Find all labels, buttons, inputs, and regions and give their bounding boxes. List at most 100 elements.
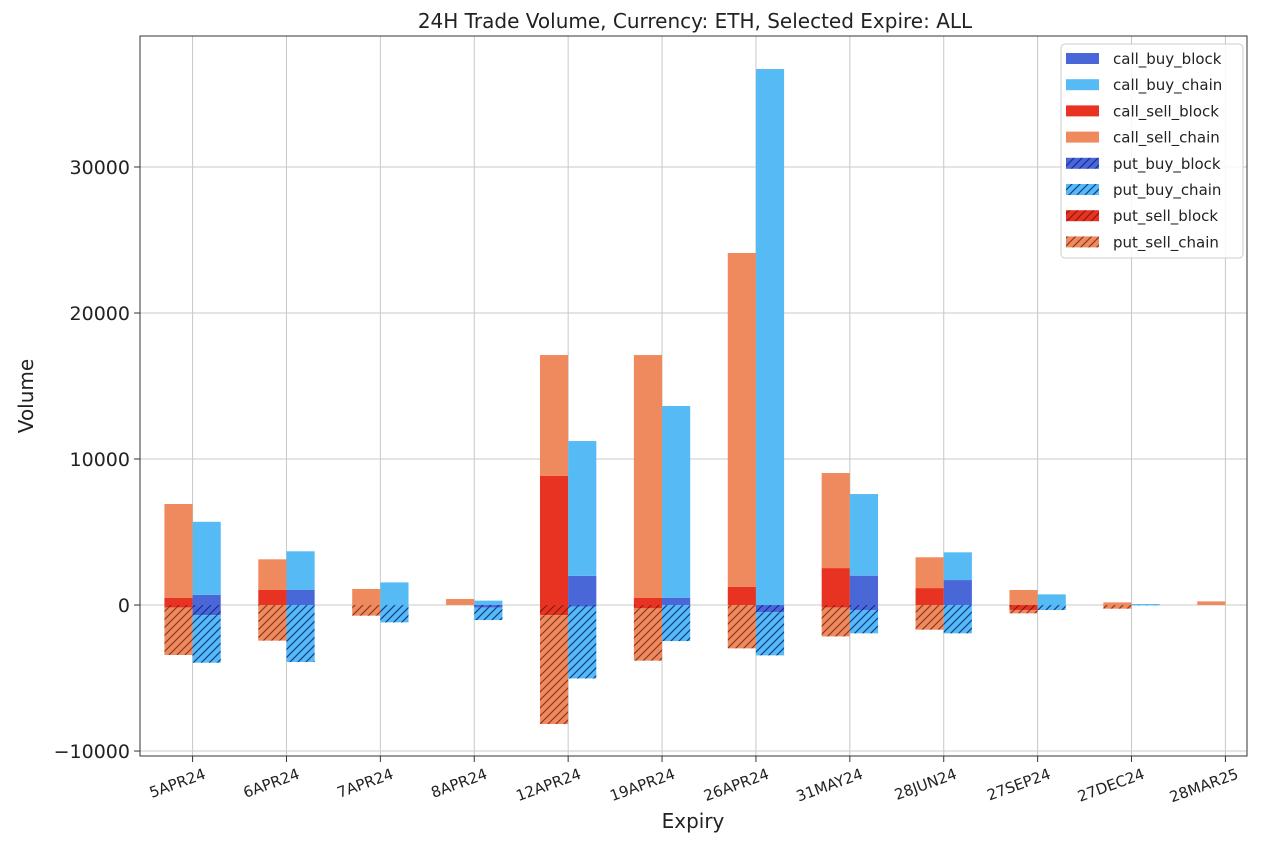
bar-call_buy_chain-19APR24 (662, 406, 690, 598)
bar-put_sell_block-5APR24 (164, 605, 192, 608)
bar-call_sell_chain-7APR24 (352, 589, 380, 605)
legend-label: call_buy_chain (1113, 76, 1222, 95)
bar-put_buy_block-8APR24 (474, 605, 502, 608)
legend-swatch (1066, 158, 1099, 169)
legend-swatch (1066, 184, 1099, 195)
bar-put_sell_chain-12APR24 (540, 615, 568, 724)
bar-put_sell_block-31MAY24 (822, 605, 850, 608)
bar-put_buy_chain-8APR24 (474, 608, 502, 620)
bar-call_sell_chain-5APR24 (164, 504, 192, 598)
bar-put_buy_block-12APR24 (568, 605, 596, 606)
x-tick-label: 7APR24 (335, 765, 396, 802)
legend-label: call_buy_block (1113, 50, 1222, 69)
bar-put_sell_block-12APR24 (540, 605, 568, 615)
bar-call_buy_block-31MAY24 (850, 576, 878, 605)
x-tick-label: 8APR24 (429, 765, 490, 802)
bar-call_buy_chain-27DEC24 (1132, 604, 1160, 605)
bar-put_sell_chain-28JUN24 (916, 605, 944, 630)
x-axis-label: Expiry (662, 809, 725, 833)
y-ticks: −10000 0 10000 20000 30000 (54, 157, 140, 763)
bar-call_sell_chain-8APR24 (446, 599, 474, 605)
legend: call_buy_block call_buy_chain call_sell_bl… (1061, 44, 1243, 258)
x-tick-label: 27DEC24 (1075, 765, 1147, 806)
bar-call_sell_block-28JUN24 (916, 588, 944, 605)
bar-call_sell_block-5APR24 (164, 598, 192, 605)
bar-call_buy_block-5APR24 (193, 595, 221, 605)
bar-call_sell_chain-12APR24 (540, 355, 568, 476)
bar-call_buy_chain-12APR24 (568, 441, 596, 576)
x-tick-label: 6APR24 (241, 765, 302, 802)
x-tick-label: 12APR24 (514, 765, 584, 805)
legend-label: put_sell_chain (1113, 233, 1219, 252)
bar-call_buy_block-6APR24 (286, 590, 314, 605)
bar-put_sell_chain-7APR24 (352, 605, 380, 616)
x-tick-label: 28MAR25 (1167, 765, 1241, 806)
legend-label: put_sell_block (1113, 207, 1218, 226)
legend-swatch (1066, 236, 1099, 247)
bar-put_buy_block-26APR24 (756, 605, 784, 612)
bar-call_sell_chain-26APR24 (728, 253, 756, 587)
bar-call_buy_chain-26APR24 (756, 69, 784, 605)
chart-title: 24H Trade Volume, Currency: ETH, Selecte… (418, 9, 973, 33)
bar-call_buy_block-28JUN24 (944, 580, 972, 605)
bar-call_buy_chain-8APR24 (474, 601, 502, 605)
bar-call_buy_chain-7APR24 (380, 582, 408, 605)
bar-put_buy_chain-26APR24 (756, 612, 784, 655)
bar-call_sell_chain-6APR24 (258, 559, 286, 590)
bar-put_buy_chain-19APR24 (662, 605, 690, 641)
bar-call_buy_chain-28JUN24 (944, 552, 972, 580)
bar-put_buy_chain-31MAY24 (850, 610, 878, 633)
bar-call_sell_block-26APR24 (728, 587, 756, 605)
bar-put_sell_block-27SEP24 (1009, 605, 1037, 610)
legend-label: call_sell_block (1113, 102, 1219, 121)
bar-put_sell_chain-31MAY24 (822, 608, 850, 637)
legend-label: put_buy_block (1113, 155, 1221, 174)
x-tick-label: 31MAY24 (794, 765, 865, 806)
legend-swatch (1066, 53, 1099, 64)
legend-label: call_sell_chain (1113, 129, 1220, 148)
y-tick-label: 20000 (70, 303, 130, 325)
bar-call_sell_block-6APR24 (258, 590, 286, 605)
y-tick-label: 0 (118, 595, 130, 617)
x-tick-label: 28JUN24 (892, 765, 959, 804)
bar-call_sell_chain-28JUN24 (916, 557, 944, 588)
y-tick-label: −10000 (54, 741, 130, 763)
bar-put_buy_chain-5APR24 (193, 615, 221, 663)
bar-put_sell_chain-5APR24 (164, 608, 192, 655)
x-tick-label: 5APR24 (147, 765, 208, 802)
x-tick-label: 19APR24 (607, 765, 677, 805)
legend-swatch (1066, 210, 1099, 221)
y-tick-label: 30000 (70, 157, 130, 179)
bar-call_sell_chain-28MAR25 (1197, 601, 1225, 605)
x-tick-label: 26APR24 (701, 765, 771, 805)
x-tick-label: 27SEP24 (985, 765, 1053, 805)
bar-call_sell_block-19APR24 (634, 598, 662, 605)
bar-call_buy_chain-6APR24 (286, 551, 314, 590)
bar-put_sell_chain-26APR24 (728, 605, 756, 648)
bar-call_sell_chain-31MAY24 (822, 473, 850, 568)
bar-call_buy_block-12APR24 (568, 576, 596, 605)
bar-call_sell_chain-27DEC24 (1103, 602, 1131, 605)
bar-put_buy_block-5APR24 (193, 605, 221, 615)
bar-call_buy_chain-5APR24 (193, 522, 221, 595)
bar-call_sell_block-12APR24 (540, 476, 568, 605)
bar-put_sell_block-19APR24 (634, 605, 662, 608)
bar-put_buy_block-31MAY24 (850, 605, 878, 610)
bar-put_buy_chain-27SEP24 (1038, 605, 1066, 610)
bar-put_buy_chain-28JUN24 (944, 605, 972, 633)
bar-put_buy_chain-6APR24 (286, 605, 314, 662)
bar-call_sell_block-31MAY24 (822, 568, 850, 605)
bar-call_buy_block-19APR24 (662, 598, 690, 605)
bar-put_sell_chain-6APR24 (258, 605, 286, 641)
bar-call_buy_chain-27SEP24 (1038, 594, 1066, 605)
bar-put_sell_chain-19APR24 (634, 608, 662, 660)
bar-call_sell_chain-19APR24 (634, 355, 662, 598)
y-axis-label: Volume (14, 359, 38, 433)
y-tick-label: 10000 (70, 449, 130, 471)
bar-put_sell_chain-27SEP24 (1009, 610, 1037, 613)
bar-call_buy_chain-31MAY24 (850, 494, 878, 576)
legend-swatch (1066, 79, 1099, 90)
legend-label: put_buy_chain (1113, 181, 1221, 200)
legend-swatch (1066, 105, 1099, 116)
